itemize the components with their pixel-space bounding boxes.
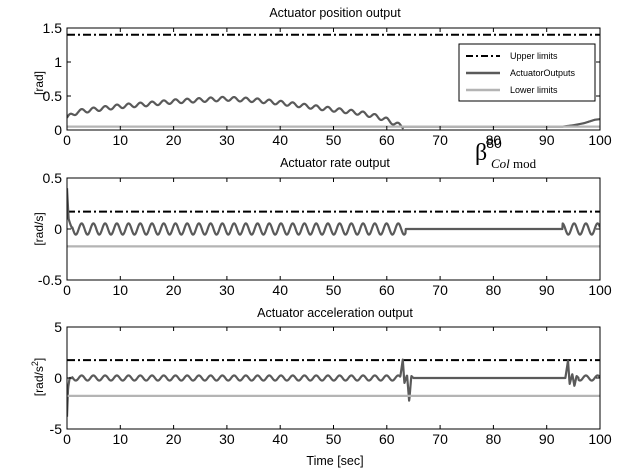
- y-tick-label: -5: [50, 421, 63, 437]
- chart-title: Actuator position output: [269, 6, 401, 20]
- series-line: [67, 95, 600, 130]
- x-tick-label: 100: [588, 431, 612, 447]
- plot-area: 0 10 20 30 40 50 60 70 80 90 100-0.500.5: [38, 170, 612, 298]
- x-tick-label: 60: [379, 431, 395, 447]
- y-tick-label: 0: [54, 122, 62, 138]
- legend-entry: ActuatorOutputs: [510, 68, 576, 78]
- beta-annotation: β Col mod 80: [475, 135, 537, 171]
- x-tick-label: 70: [432, 132, 448, 148]
- plot-area: 0 10 20 30 40 50 60 70 80 90 100 0 0.5 1 1.5: [43, 20, 612, 148]
- series-line: [67, 188, 600, 236]
- x-tick-label: 70: [432, 282, 448, 298]
- y-tick-label: 1: [54, 54, 62, 70]
- chart-title: Actuator acceleration output: [257, 306, 413, 320]
- x-tick-label: 80: [486, 431, 502, 447]
- x-tick-label: 50: [326, 282, 342, 298]
- y-axis-label: [rad]: [32, 71, 46, 95]
- y-tick-label: 0: [54, 370, 62, 386]
- panel-position: Actuator position output [rad] 0 10 20 30 40…: [32, 6, 612, 171]
- x-axis-label: Time [sec]: [306, 454, 363, 468]
- y-axis-label: [rad/s2]: [30, 358, 46, 396]
- y-axis-label: [rad/s]: [32, 212, 46, 245]
- y-tick-label: 0.5: [43, 88, 63, 104]
- legend-entry: Lower limits: [510, 85, 558, 95]
- x-tick-label: 0: [63, 132, 71, 148]
- y-tick-label: 1.5: [43, 20, 63, 36]
- x-tick-label: 100: [588, 132, 612, 148]
- x-tick-label: 40: [272, 132, 288, 148]
- x-tick-label: 30: [219, 431, 235, 447]
- x-tick-label: 0: [63, 282, 71, 298]
- x-tick-label: 10: [113, 282, 129, 298]
- y-tick-label: 0.5: [43, 170, 63, 186]
- x-tick-label: 50: [326, 132, 342, 148]
- panel-acceleration: Actuator acceleration output [rad/s2] 0 1…: [30, 306, 612, 468]
- x-tick-label: 20: [166, 132, 182, 148]
- beta-number: 80: [486, 135, 502, 151]
- x-tick-label: 60: [379, 132, 395, 148]
- plot-area: 0 10 20 30 40 50 60 70 80 90 100-505: [50, 319, 612, 447]
- x-tick-label: 90: [539, 132, 555, 148]
- y-tick-label: 5: [54, 319, 62, 335]
- x-tick-label: 100: [588, 282, 612, 298]
- x-tick-label: 10: [113, 132, 129, 148]
- x-tick-label: 0: [63, 431, 71, 447]
- legend-entry: Upper limits: [510, 51, 558, 61]
- chart-title: Actuator rate output: [280, 156, 390, 170]
- y-tick-label: -0.5: [38, 272, 62, 288]
- x-tick-label: 40: [272, 282, 288, 298]
- beta-symbol: β: [475, 140, 487, 166]
- x-tick-label: 90: [539, 431, 555, 447]
- x-tick-label: 60: [379, 282, 395, 298]
- x-tick-label: 70: [432, 431, 448, 447]
- panel-rate: Actuator rate output [rad/s] 0 10 20 30 40 50…: [32, 156, 612, 298]
- y-tick-label: 0: [54, 221, 62, 237]
- x-tick-label: 40: [272, 431, 288, 447]
- x-tick-label: 50: [326, 431, 342, 447]
- x-tick-label: 30: [219, 132, 235, 148]
- x-tick-label: 30: [219, 282, 235, 298]
- x-tick-label: 10: [113, 431, 129, 447]
- y-axis-label-end: ]: [32, 358, 46, 361]
- beta-subscript: Col: [491, 156, 510, 171]
- x-tick-label: 90: [539, 282, 555, 298]
- x-tick-label: 20: [166, 282, 182, 298]
- beta-subscript-2: mod: [513, 156, 537, 171]
- x-tick-label: 80: [486, 282, 502, 298]
- legend: Upper limits ActuatorOutputs Lower limit…: [458, 43, 596, 102]
- series-line: [67, 358, 600, 417]
- y-axis-label-sup: 2: [30, 361, 40, 366]
- x-tick-label: 80: [486, 132, 502, 148]
- y-axis-label-main: [rad/s: [32, 366, 46, 396]
- x-tick-label: 20: [166, 431, 182, 447]
